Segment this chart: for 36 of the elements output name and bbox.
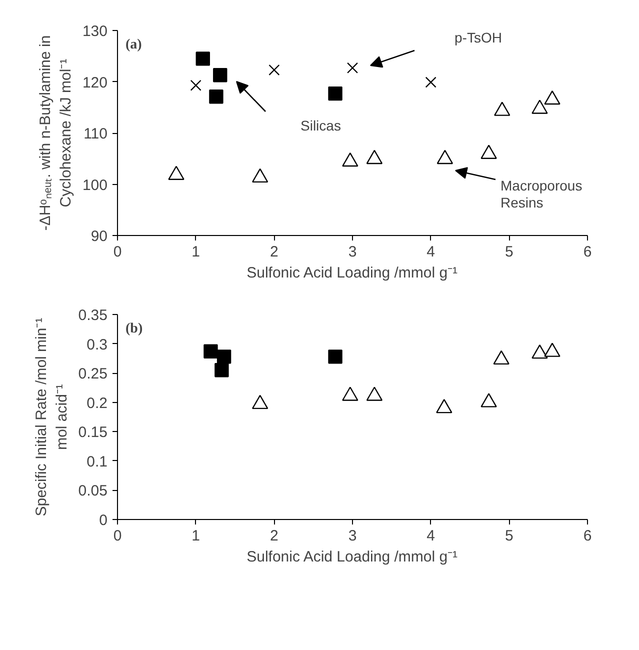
y-tick-label: 110 bbox=[84, 126, 108, 142]
y-tick-label: 0.3 bbox=[86, 336, 108, 354]
x-tick-label: 1 bbox=[192, 244, 200, 260]
y-axis-title: -ΔHᵒₙₑᵤₜ. with n-Butylamine in Cyclohexane /kJ mol⁻¹ bbox=[37, 35, 74, 231]
y-tick-label: 0.25 bbox=[78, 366, 108, 383]
x-tick-label: 6 bbox=[583, 244, 592, 260]
x-tick-label: 0 bbox=[113, 244, 122, 260]
y-tick-label: 0 bbox=[99, 512, 108, 529]
x-axis-title: Sulfonic Acid Loading /mmol g⁻¹ bbox=[246, 548, 458, 566]
x-tick-label: 6 bbox=[583, 528, 592, 544]
annotation: p-TsOH bbox=[454, 30, 502, 46]
y-tick-label: 120 bbox=[82, 74, 108, 92]
y-axis-title: Specific Initial Rate /mol min⁻¹ mol acid⁻¹ bbox=[32, 318, 70, 516]
x-tick-label: 0 bbox=[113, 528, 122, 544]
x-axis-title: Sulfonic Acid Loading /mmol g⁻¹ bbox=[246, 264, 458, 282]
annotation: (a) bbox=[126, 38, 142, 52]
annotation: Silicas bbox=[300, 118, 341, 134]
y-tick-label: 100 bbox=[82, 176, 108, 194]
annotation: (b) bbox=[126, 322, 143, 336]
x-tick-label: 3 bbox=[348, 528, 357, 544]
x-tick-label: 2 bbox=[270, 528, 278, 544]
annotation: Macroporous Resins bbox=[500, 178, 582, 210]
x-tick-label: 4 bbox=[426, 244, 436, 260]
x-tick-label: 1 bbox=[192, 528, 200, 544]
y-tick-label: 0.15 bbox=[78, 424, 108, 442]
y-tick-label: 0.35 bbox=[78, 307, 108, 324]
y-tick-label: 90 bbox=[90, 228, 108, 245]
x-tick-label: 3 bbox=[348, 244, 357, 260]
y-tick-label: 0.2 bbox=[86, 394, 108, 412]
y-tick-label: 130 bbox=[82, 23, 108, 40]
x-tick-label: 2 bbox=[270, 244, 278, 260]
x-tick-label: 4 bbox=[426, 528, 436, 544]
y-tick-label: 0.1 bbox=[86, 453, 108, 470]
x-tick-label: 5 bbox=[504, 528, 514, 544]
y-tick-label: 0.05 bbox=[78, 482, 108, 500]
x-tick-label: 5 bbox=[504, 244, 514, 260]
